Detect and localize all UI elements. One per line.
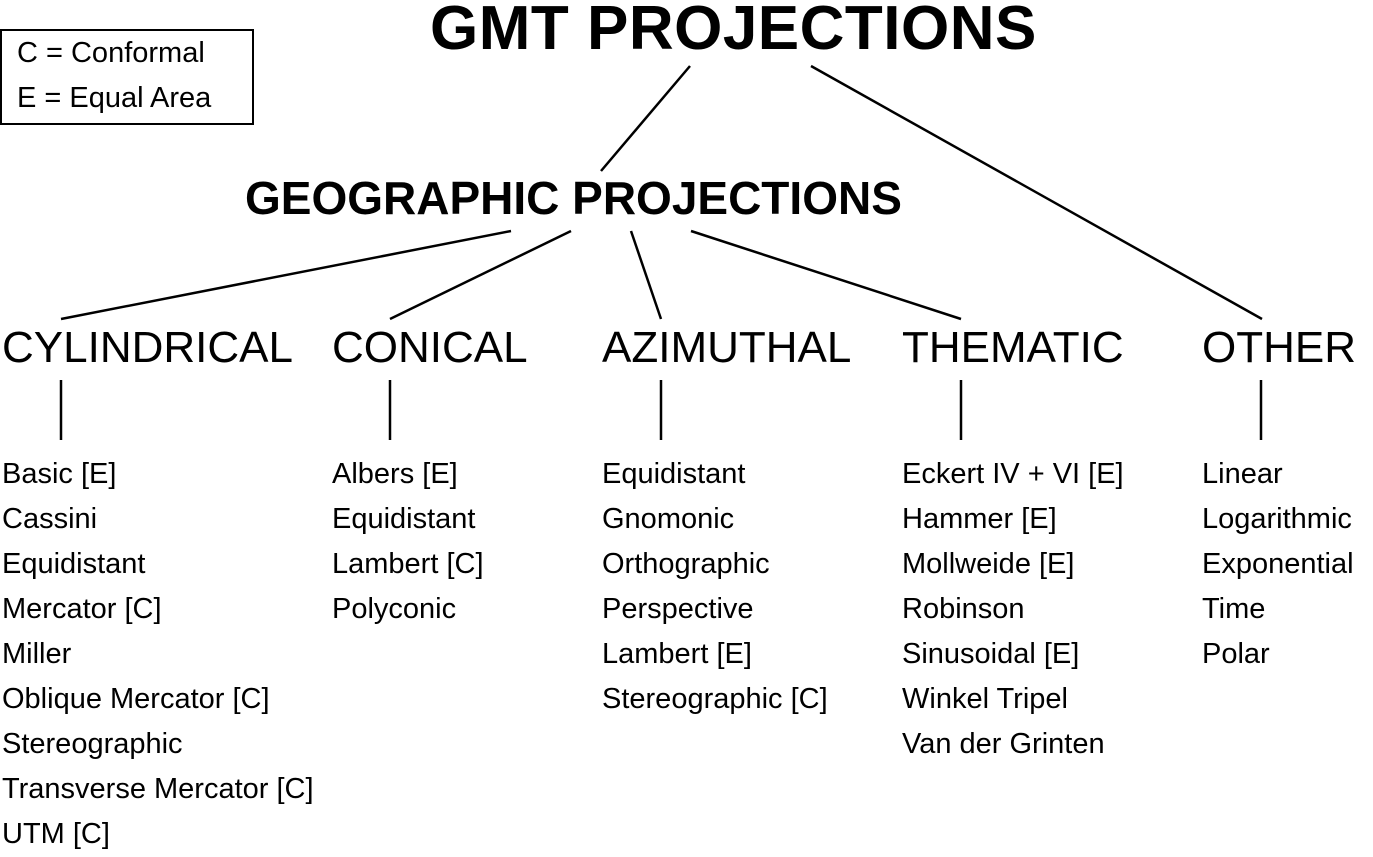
legend-equal-area: E = Equal Area <box>17 82 212 114</box>
list-item: Gnomonic <box>602 503 735 535</box>
diagram-title: GMT PROJECTIONS <box>430 0 1037 63</box>
list-item: Stereographic [C] <box>602 683 828 715</box>
category-other: OTHER <box>1202 323 1356 372</box>
list-item: Stereographic <box>2 728 183 760</box>
edge-geographic-to-azimuthal <box>629 230 663 320</box>
list-item: Orthographic <box>602 548 770 580</box>
edge-geographic-to-conical <box>389 229 572 321</box>
list-item: Linear <box>1202 458 1283 490</box>
list-item: Polyconic <box>332 593 457 625</box>
list-item: Equidistant <box>332 503 476 535</box>
list-item: Equidistant <box>2 548 146 580</box>
legend-box: C = Conformal E = Equal Area <box>0 29 254 125</box>
list-item: Transverse Mercator [C] <box>2 773 314 805</box>
edge-geographic-to-thematic <box>690 229 962 321</box>
edge-title-to-geographic <box>600 65 691 172</box>
list-item: Van der Grinten <box>902 728 1105 760</box>
list-item: Logarithmic <box>1202 503 1352 535</box>
list-item: Exponential <box>1202 548 1354 580</box>
edge-title-to-other <box>810 64 1263 321</box>
list-item: UTM [C] <box>2 818 110 850</box>
list-item: Robinson <box>902 593 1025 625</box>
category-azimuthal: AZIMUTHAL <box>602 323 852 372</box>
edge-geographic-to-cylindrical <box>60 229 512 321</box>
list-item: Mollweide [E] <box>902 548 1075 580</box>
list-item: Oblique Mercator [C] <box>2 683 270 715</box>
conical-list: Albers [E] Equidistant Lambert [C] Polyc… <box>332 452 484 632</box>
list-item: Winkel Tripel <box>902 683 1068 715</box>
list-item: Miller <box>2 638 72 670</box>
category-conical: CONICAL <box>332 323 528 372</box>
list-item: Perspective <box>602 593 754 625</box>
list-item: Albers [E] <box>332 458 458 490</box>
thematic-list: Eckert IV + VI [E] Hammer [E] Mollweide … <box>902 452 1124 767</box>
list-item: Lambert [C] <box>332 548 484 580</box>
list-item: Polar <box>1202 638 1270 670</box>
category-cylindrical: CYLINDRICAL <box>2 323 293 372</box>
azimuthal-list: Equidistant Gnomonic Orthographic Perspe… <box>602 452 828 722</box>
list-item: Cassini <box>2 503 98 535</box>
geographic-projections-node: GEOGRAPHIC PROJECTIONS <box>245 172 902 224</box>
list-item: Equidistant <box>602 458 746 490</box>
list-item: Eckert IV + VI [E] <box>902 458 1124 490</box>
list-item: Mercator [C] <box>2 593 162 625</box>
other-list: Linear Logarithmic Exponential Time Pola… <box>1202 452 1354 677</box>
list-item: Sinusoidal [E] <box>902 638 1080 670</box>
legend-conformal: C = Conformal <box>17 37 205 69</box>
list-item: Time <box>1202 593 1266 625</box>
category-thematic: THEMATIC <box>902 323 1124 372</box>
list-item: Basic [E] <box>2 458 117 490</box>
cylindrical-list: Basic [E] Cassini Equidistant Mercator [… <box>2 452 314 857</box>
list-item: Lambert [E] <box>602 638 752 670</box>
list-item: Hammer [E] <box>902 503 1057 535</box>
